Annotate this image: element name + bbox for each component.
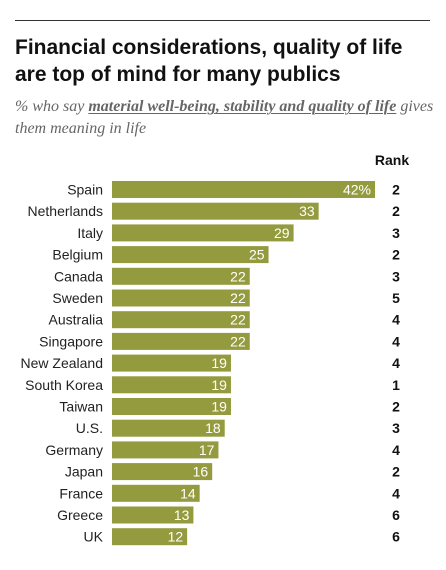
bar-row: Italy 29 3 [77,224,400,242]
bar-row: UK 12 6 [84,528,400,546]
rank-value: 1 [392,377,400,393]
bar [112,419,225,437]
rank-value: 4 [392,312,400,328]
bar-value-label: 19 [211,399,227,415]
bar-row: Sweden 22 5 [52,289,400,307]
bar-row: U.S. 18 3 [76,419,400,437]
rank-value: 4 [392,485,400,501]
category-label: Spain [67,182,103,198]
bar-value-label: 12 [168,529,184,545]
bar-row: Belgium 25 2 [52,246,400,264]
rank-value: 6 [392,529,400,545]
bar-value-label: 22 [230,333,246,349]
bar-row: Greece 13 6 [57,506,400,524]
bar [112,181,375,198]
category-label: Greece [57,507,103,523]
bar-row: Spain 42% 2 [67,181,400,198]
category-label: France [59,485,103,501]
bar-row: Japan 16 2 [65,463,400,481]
bar [112,528,188,546]
category-label: Sweden [52,290,103,306]
bar [112,376,231,394]
subtitle-prefix: % who say [15,98,89,115]
rank-value: 5 [392,290,400,306]
rank-value: 2 [392,247,400,263]
bar [112,332,250,350]
category-label: Netherlands [28,203,104,219]
bar [112,202,319,220]
bar-value-label: 33 [299,203,315,219]
category-label: New Zealand [21,355,104,371]
bar [112,354,231,372]
top-rule [15,20,430,21]
category-label: Canada [54,268,103,284]
bar [112,267,250,285]
bar-row: Australia 22 4 [49,311,400,329]
bar-row: Singapore 22 4 [39,332,400,350]
rank-value: 2 [392,203,400,219]
rank-column-header: Rank [374,152,410,168]
bar-row: Canada 22 3 [54,267,400,285]
bar-value-label: 17 [199,442,215,458]
bar-row: Netherlands 33 2 [28,202,400,220]
bar-value-label: 25 [249,247,265,263]
category-label: UK [84,529,104,545]
rank-value: 2 [392,399,400,415]
category-label: Japan [65,464,103,480]
category-label: Australia [49,312,104,328]
category-label: Singapore [39,333,103,349]
bar-value-label: 19 [211,377,227,393]
rank-value: 2 [392,464,400,480]
category-label: Italy [77,225,103,241]
chart-title: Financial considerations, quality of lif… [15,36,403,86]
rank-value: 6 [392,507,400,523]
bar-row: France 14 4 [59,484,400,502]
category-label: Taiwan [59,399,103,415]
bar [112,463,213,481]
bar-value-label: 14 [180,485,196,501]
bar-value-label: 42% [343,182,371,198]
category-label: Germany [45,442,103,458]
bar [112,311,250,329]
bar-value-label: 19 [211,355,227,371]
category-label: Belgium [52,247,103,263]
rank-value: 3 [392,268,400,284]
bar-value-label: 22 [230,312,246,328]
rank-value: 3 [392,420,400,436]
bar [112,484,200,502]
bar-row: South Korea 19 1 [25,376,400,394]
category-label: South Korea [25,377,103,393]
bar [112,289,250,307]
bar-row: Germany 17 4 [45,441,400,459]
rank-value: 2 [392,182,400,198]
bar-value-label: 18 [205,420,221,436]
rank-value: 4 [392,355,400,371]
rank-value: 3 [392,225,400,241]
bar-row: Taiwan 19 2 [59,398,400,415]
rank-value: 4 [392,442,400,458]
subtitle-highlight: material well-being, stability and quali… [88,98,397,115]
rank-value: 4 [392,333,400,349]
bar [112,224,294,242]
bar [112,441,219,459]
bar-value-label: 22 [230,268,246,284]
bar-value-label: 29 [274,225,290,241]
bar [112,246,269,264]
category-label: U.S. [76,420,103,436]
subtitle-suffix: gives them meaning in life [15,98,434,137]
bar [112,506,194,524]
chart-subtitle: % who say material well-being, stability… [15,96,435,140]
bar [112,398,231,415]
bar-value-label: 22 [230,290,246,306]
bar-value-label: 16 [193,464,209,480]
bar-row: New Zealand 19 4 [21,354,400,372]
bar-value-label: 13 [174,507,190,523]
